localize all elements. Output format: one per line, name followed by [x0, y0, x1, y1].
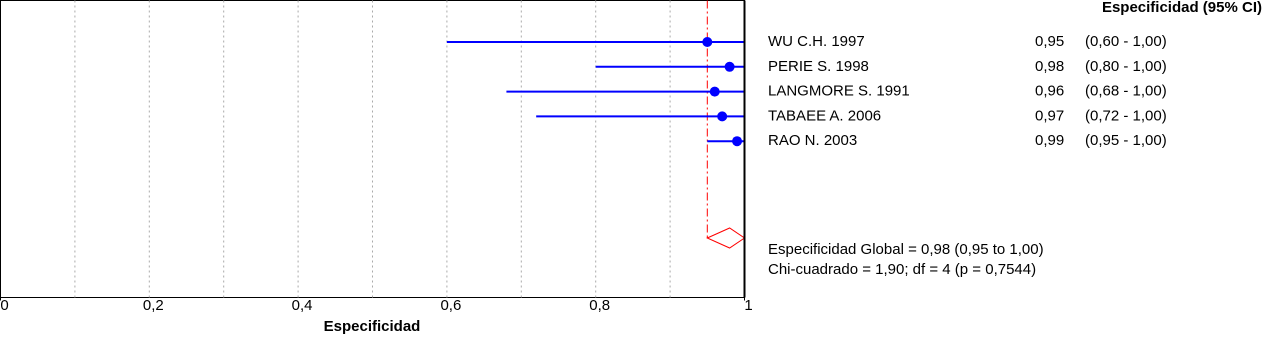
point-estimate [709, 86, 720, 97]
x-tick-label: 0 [0, 297, 8, 314]
value-label: 0,98 [1035, 58, 1064, 75]
value-label: 0,99 [1035, 132, 1064, 149]
x-tick-label: 1 [744, 297, 752, 314]
point-estimate [724, 61, 735, 72]
x-tick-label: 0,8 [589, 297, 610, 314]
x-axis-label: Especificidad [324, 318, 421, 335]
plot-frame [0, 0, 745, 298]
ci-label: (0,80 - 1,00) [1085, 58, 1167, 75]
pooled-diamond [706, 227, 746, 249]
ci-label: (0,68 - 1,00) [1085, 83, 1167, 100]
ci-label: (0,95 - 1,00) [1085, 132, 1167, 149]
value-label: 0,97 [1035, 107, 1064, 124]
annotation: Chi-cuadrado = 1,90; df = 4 (p = 0,7544) [768, 261, 1036, 278]
value-label: 0,95 [1035, 33, 1064, 50]
point-estimate [702, 37, 713, 47]
x-tick-label: 0,2 [143, 297, 164, 314]
point-estimate [717, 111, 728, 122]
study-label: WU C.H. 1997 [768, 33, 865, 50]
study-label: PERIE S. 1998 [768, 58, 869, 75]
point-estimate [732, 136, 743, 147]
column-header: Especificidad (95% CI) [1102, 0, 1262, 16]
ci-label: (0,72 - 1,00) [1085, 107, 1167, 124]
study-label: LANGMORE S. 1991 [768, 83, 910, 100]
ci-label: (0,60 - 1,00) [1085, 33, 1167, 50]
study-label: RAO N. 2003 [768, 132, 857, 149]
annotation: Especificidad Global = 0,98 (0,95 to 1,0… [768, 241, 1044, 258]
x-tick-label: 0,6 [440, 297, 461, 314]
value-label: 0,96 [1035, 83, 1064, 100]
x-tick-label: 0,4 [292, 297, 313, 314]
study-label: TABAEE A. 2006 [768, 107, 881, 124]
